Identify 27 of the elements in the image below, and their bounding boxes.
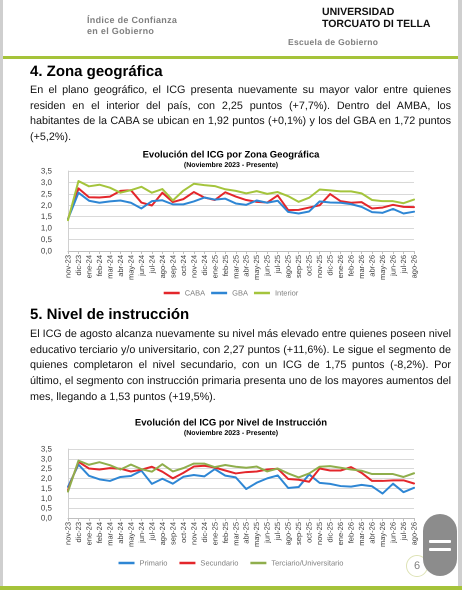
y-tick-label: 1,5 — [40, 484, 53, 493]
y-tick-label: 0,5 — [40, 504, 53, 513]
y-tick-label: 2,0 — [40, 200, 53, 210]
y-tick-label: 0,0 — [40, 514, 53, 522]
text: 6 — [406, 555, 428, 577]
y-tick-label: 2,0 — [40, 474, 53, 484]
text: UNIVERSIDAD TORCUATO DI TELLA — [322, 6, 432, 30]
y-tick-label: 3,0 — [40, 178, 53, 187]
y-tick-label: 3,0 — [40, 454, 53, 464]
line-series — [67, 180, 415, 222]
text: Escuela de Gobierno — [288, 37, 378, 47]
y-tick-label: 2,5 — [40, 464, 53, 474]
text: El ICG de agosto alcanza nuevamente su nivel más elevado entre quienes poseen nivel educativo terciario y/o universitario, con 2,27 puntos (+11,6%). Le sigue el segmento de quienes completaron el nivel secundario, con un ICG de 1,75 puntos (-8,2%). Por último, el segmento con instrucción primaria presenta uno de los mayores aumentos del mes, llegando a 1,53 puntos (+19,5%). — [30, 327, 451, 405]
chart-title: Evolución del ICG por Zona Geográfica — [142, 150, 320, 160]
text: 5. Nivel de instrucción — [30, 306, 190, 324]
y-tick-label: 1,5 — [40, 212, 53, 222]
y-tick-label: 3,5 — [40, 444, 53, 454]
chart-title: Evolución del ICG por Nivel de Instrucción — [134, 418, 328, 428]
text: En el plano geográfico, el ICG presenta nuevamente su mayor valor entre quienes residen en el interior del país, con 2,25 puntos (+7,7%). Dentro del AMBA, los habitantes de la CABA se ubican en 1,92 puntos (+0,1%) y los del GBA en 1,72 puntos (+5,2%). — [30, 83, 451, 146]
y-tick-label: 3,5 — [40, 166, 53, 176]
text: 4. Zona geográfica — [30, 63, 163, 81]
y-tick-label: 1,0 — [40, 224, 53, 233]
y-tick-label: 1,0 — [40, 494, 53, 503]
y-tick-label: 0,5 — [40, 235, 53, 244]
text: Índice de Confianza en el Gobierno — [87, 15, 178, 37]
y-tick-label: 0,0 — [40, 246, 53, 256]
y-tick-label: 2,5 — [40, 189, 53, 198]
